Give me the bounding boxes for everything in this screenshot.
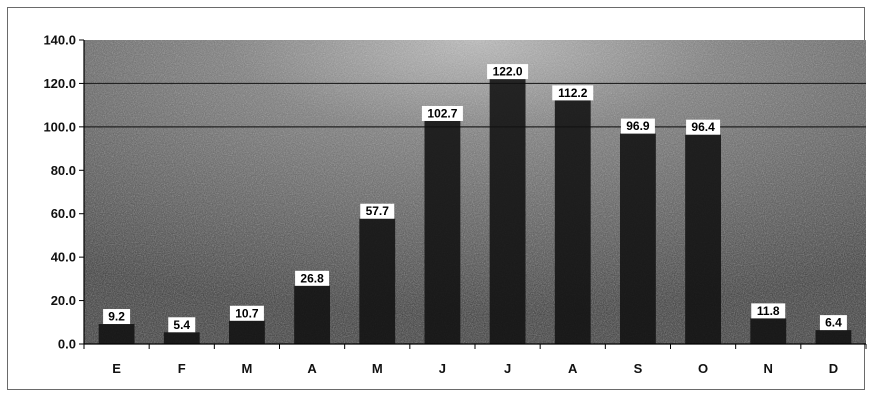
bar-10	[750, 318, 787, 344]
x-tick-label: O	[698, 361, 708, 376]
bars	[98, 79, 852, 344]
data-label-text: 112.2	[558, 86, 588, 100]
bar-9	[685, 134, 722, 344]
gridlines	[84, 82, 866, 128]
data-label-7: 112.2	[552, 85, 594, 101]
data-label-box	[103, 309, 131, 325]
x-tick-label: M	[241, 361, 252, 376]
y-tick-label: 120.0	[43, 76, 76, 91]
data-label-text: 5.4	[173, 318, 190, 332]
data-label-10: 11.8	[751, 303, 786, 319]
data-label-box	[487, 64, 529, 80]
bar-11	[815, 330, 852, 344]
data-label-box	[168, 317, 196, 333]
data-label-6: 122.0	[487, 64, 529, 80]
x-tick-label: E	[112, 361, 121, 376]
bar-5	[424, 120, 461, 344]
x-tick-label: D	[829, 361, 838, 376]
x-tick-label: A	[307, 361, 317, 376]
data-label-text: 10.7	[235, 306, 259, 320]
bar-3	[294, 285, 331, 344]
bar-4	[359, 218, 396, 344]
data-label-box	[686, 119, 721, 135]
data-label-text: 102.7	[427, 106, 457, 120]
x-tick-label: A	[568, 361, 578, 376]
data-label-text: 6.4	[825, 316, 842, 330]
y-tick-label: 20.0	[51, 293, 76, 308]
data-label-4: 57.7	[360, 203, 395, 219]
data-label-3: 26.8	[295, 270, 330, 286]
x-tick-label: N	[764, 361, 773, 376]
x-tick-label: M	[372, 361, 383, 376]
data-label-box	[552, 85, 594, 101]
data-label-9: 96.4	[686, 119, 721, 135]
data-label-box	[819, 315, 847, 331]
data-label-text: 57.7	[366, 204, 390, 218]
y-tick-label: 80.0	[51, 163, 76, 178]
data-label-text: 96.9	[626, 119, 650, 133]
data-label-text: 26.8	[300, 271, 324, 285]
bar-8	[619, 133, 656, 344]
data-label-0: 9.2	[103, 309, 131, 325]
data-label-8: 96.9	[620, 118, 655, 134]
y-tick-label: 140.0	[43, 33, 76, 48]
data-label-box	[751, 303, 786, 319]
x-tick-label: S	[634, 361, 643, 376]
data-label-1: 5.4	[168, 317, 196, 333]
data-label-box	[360, 203, 395, 219]
y-tick-label: 40.0	[51, 250, 76, 265]
y-tick-label: 100.0	[43, 119, 76, 134]
bar-0	[98, 324, 135, 344]
plot-area	[84, 40, 866, 344]
y-tick-label: 60.0	[51, 206, 76, 221]
bar-2	[228, 320, 265, 344]
data-label-box	[620, 118, 655, 134]
data-label-text: 122.0	[493, 65, 523, 79]
bar-7	[554, 100, 591, 344]
x-tick-label: J	[504, 361, 511, 376]
data-label-2: 10.7	[229, 305, 264, 321]
data-label-box	[295, 270, 330, 286]
plot-texture	[84, 40, 866, 344]
x-tick-label: F	[178, 361, 186, 376]
x-tick-label: J	[439, 361, 446, 376]
data-label-text: 96.4	[691, 120, 715, 134]
data-label-11: 6.4	[819, 315, 847, 331]
bar-6	[489, 79, 526, 344]
data-label-text: 9.2	[108, 310, 125, 324]
data-label-box	[421, 105, 463, 121]
data-label-5: 102.7	[421, 105, 463, 121]
y-tick-label: 0.0	[58, 337, 76, 352]
data-label-text: 11.8	[757, 304, 780, 318]
bar-1	[163, 332, 200, 344]
data-labels: 9.2 5.4 10.7 26.8 57.7 102.7 122.0 112.2 96.9 96.…	[103, 64, 847, 333]
y-axis-ticks: 0.0 20.0 40.0 60.0 80.0 100.0 120.0 140.0	[43, 33, 84, 352]
data-label-box	[229, 305, 264, 321]
